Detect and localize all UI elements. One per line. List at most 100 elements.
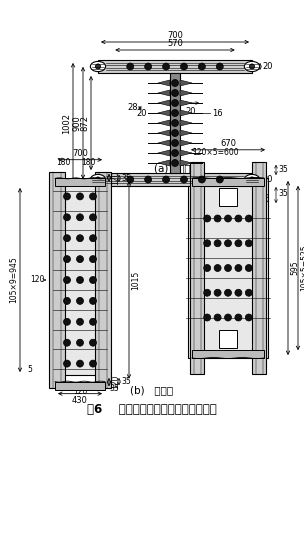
Text: 5: 5 [28, 366, 33, 374]
Circle shape [95, 64, 101, 69]
Circle shape [77, 360, 84, 367]
Circle shape [245, 264, 252, 272]
Polygon shape [158, 110, 170, 116]
Circle shape [214, 289, 221, 296]
Circle shape [64, 298, 71, 304]
Text: (a)   俯视图: (a) 俯视图 [154, 163, 196, 173]
Circle shape [89, 339, 96, 346]
Circle shape [235, 314, 242, 321]
Circle shape [204, 314, 211, 321]
Text: 图6    锁扣型钢竖向高强螺栓连接设计: 图6 锁扣型钢竖向高强螺栓连接设计 [87, 403, 217, 416]
Circle shape [245, 215, 252, 222]
Circle shape [77, 339, 84, 346]
Text: 670: 670 [220, 139, 236, 148]
Text: 120: 120 [73, 387, 87, 395]
Circle shape [89, 214, 96, 221]
Polygon shape [180, 80, 192, 86]
Text: 700: 700 [167, 31, 183, 40]
Text: 35: 35 [121, 174, 131, 183]
Polygon shape [158, 150, 170, 156]
Circle shape [64, 193, 71, 200]
Circle shape [89, 319, 96, 325]
Circle shape [89, 298, 96, 304]
Circle shape [171, 90, 178, 97]
Text: 35: 35 [278, 165, 288, 174]
Text: 872: 872 [80, 115, 89, 131]
Circle shape [64, 360, 71, 367]
Circle shape [216, 63, 223, 70]
Circle shape [171, 80, 178, 86]
Bar [55, 179, 105, 186]
Ellipse shape [90, 61, 106, 71]
Polygon shape [158, 130, 170, 136]
Polygon shape [180, 150, 192, 156]
Circle shape [245, 289, 252, 296]
Circle shape [171, 100, 178, 107]
Text: 20: 20 [137, 108, 147, 117]
Circle shape [64, 214, 71, 221]
Polygon shape [158, 100, 170, 106]
Circle shape [181, 63, 188, 70]
Text: 595: 595 [290, 260, 299, 275]
Text: 180: 180 [81, 158, 95, 166]
Polygon shape [180, 160, 192, 166]
Circle shape [245, 314, 252, 321]
Circle shape [224, 215, 232, 222]
Bar [95, 171, 111, 388]
Circle shape [163, 63, 170, 70]
Bar [98, 173, 252, 186]
Circle shape [204, 289, 211, 296]
Circle shape [250, 64, 254, 69]
Bar [219, 330, 237, 348]
Text: 105×5=525: 105×5=525 [300, 244, 304, 291]
Circle shape [235, 215, 242, 222]
Text: 105×9=945: 105×9=945 [9, 257, 18, 304]
Circle shape [181, 176, 188, 183]
Circle shape [64, 234, 71, 242]
Text: 20: 20 [262, 192, 271, 202]
Circle shape [224, 314, 232, 321]
Circle shape [214, 314, 221, 321]
Circle shape [204, 215, 211, 222]
Circle shape [64, 339, 71, 346]
Text: 700: 700 [72, 149, 88, 158]
Polygon shape [158, 90, 170, 96]
Circle shape [64, 255, 71, 263]
Polygon shape [180, 130, 192, 136]
Circle shape [171, 109, 178, 117]
Circle shape [163, 176, 170, 183]
Circle shape [204, 264, 211, 272]
Text: 35: 35 [121, 377, 131, 386]
Polygon shape [180, 110, 192, 116]
Circle shape [171, 139, 178, 147]
Text: 1002: 1002 [62, 112, 71, 133]
Bar [190, 162, 204, 374]
Text: 35: 35 [109, 384, 119, 393]
Circle shape [77, 298, 84, 304]
Circle shape [145, 176, 152, 183]
Circle shape [64, 276, 71, 284]
Circle shape [77, 319, 84, 325]
Text: 20: 20 [262, 175, 272, 184]
Circle shape [77, 193, 84, 200]
Circle shape [224, 289, 232, 296]
Bar [252, 162, 266, 374]
Bar [57, 185, 103, 375]
Bar [49, 171, 65, 388]
Text: 120×5=600: 120×5=600 [193, 148, 239, 157]
Text: 20: 20 [186, 107, 196, 116]
Circle shape [171, 149, 178, 156]
Circle shape [89, 234, 96, 242]
Circle shape [89, 255, 96, 263]
Text: 1015: 1015 [131, 270, 140, 290]
Polygon shape [158, 80, 170, 86]
Circle shape [235, 240, 242, 247]
Circle shape [77, 276, 84, 284]
Ellipse shape [90, 174, 106, 185]
Circle shape [127, 176, 134, 183]
Circle shape [95, 177, 101, 182]
Circle shape [171, 159, 178, 166]
Bar [192, 178, 264, 186]
Circle shape [224, 264, 232, 272]
Circle shape [199, 176, 206, 183]
